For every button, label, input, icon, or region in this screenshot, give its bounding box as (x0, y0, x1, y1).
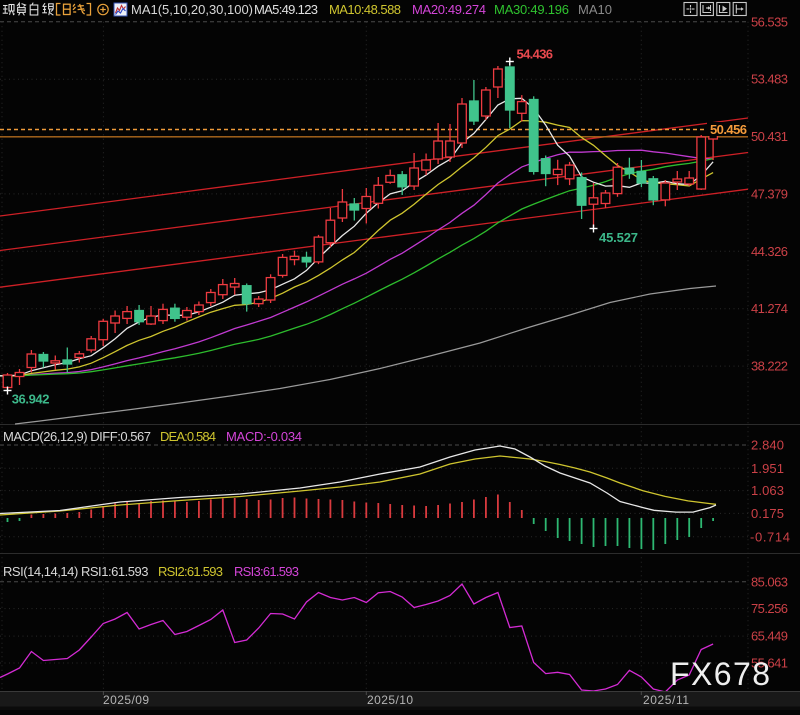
svg-text:RSI3:61.593: RSI3:61.593 (234, 564, 299, 579)
svg-text:55.641: 55.641 (751, 656, 788, 671)
svg-text:36.942: 36.942 (12, 392, 50, 407)
svg-text:38.222: 38.222 (751, 359, 788, 374)
svg-text:-0.714: -0.714 (750, 529, 790, 544)
svg-text:2025/11: 2025/11 (643, 693, 689, 707)
svg-text:1.951: 1.951 (751, 461, 784, 476)
svg-text:MA30:49.196: MA30:49.196 (494, 2, 569, 17)
svg-text:65.449: 65.449 (751, 629, 788, 644)
svg-text:45.527: 45.527 (599, 230, 638, 245)
svg-text:85.063: 85.063 (751, 574, 788, 589)
svg-text:0.175: 0.175 (751, 506, 784, 521)
svg-text:MA1(5,10,20,30,100): MA1(5,10,20,30,100) (131, 2, 253, 17)
svg-text:MA5:49.123: MA5:49.123 (254, 2, 318, 17)
svg-text:44.326: 44.326 (751, 244, 788, 259)
svg-text:MACD(26,12,9) DIFF:0.567: MACD(26,12,9) DIFF:0.567 (3, 429, 151, 444)
svg-text:41.274: 41.274 (751, 301, 788, 316)
svg-text:2.840: 2.840 (751, 438, 784, 453)
svg-text:MA10:48.588: MA10:48.588 (329, 2, 401, 17)
svg-text:54.436: 54.436 (517, 47, 554, 62)
svg-text:MA10: MA10 (578, 2, 612, 17)
svg-text:RSI(14,14,14) RSI1:61.593: RSI(14,14,14) RSI1:61.593 (3, 564, 149, 579)
svg-text:53.483: 53.483 (751, 72, 788, 87)
svg-text:DEA:0.584: DEA:0.584 (160, 429, 216, 444)
svg-text:75.256: 75.256 (751, 601, 788, 616)
svg-text:56.535: 56.535 (751, 14, 788, 29)
svg-text:50.456: 50.456 (710, 122, 747, 137)
svg-text:47.379: 47.379 (751, 186, 788, 201)
svg-text:1.063: 1.063 (751, 483, 784, 498)
svg-text:FX678: FX678 (670, 656, 770, 692)
svg-text:MACD:-0.034: MACD:-0.034 (226, 429, 302, 444)
svg-text:2025/10: 2025/10 (367, 693, 413, 707)
svg-text:2025/09: 2025/09 (103, 693, 149, 707)
svg-text:MA20:49.274: MA20:49.274 (412, 2, 486, 17)
svg-text:50.431: 50.431 (751, 129, 788, 144)
svg-text:RSI2:61.593: RSI2:61.593 (158, 564, 223, 579)
